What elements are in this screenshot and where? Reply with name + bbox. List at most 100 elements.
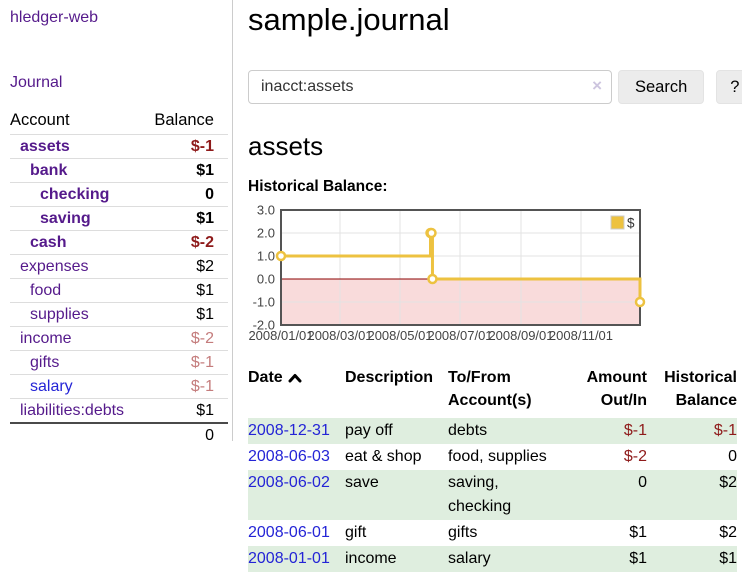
svg-text:-1.0: -1.0	[253, 295, 275, 310]
account-row: bank $1	[10, 158, 228, 183]
account-row: supplies $1	[10, 302, 228, 327]
account-link-food[interactable]: food	[30, 282, 62, 299]
register-cell-description: pay off	[345, 422, 393, 439]
account-link-gifts[interactable]: gifts	[30, 354, 60, 371]
accounts-header-balance: Balance	[154, 111, 214, 129]
journal-nav-link[interactable]: Journal	[10, 74, 63, 91]
chart-title: Historical Balance:	[248, 178, 388, 195]
account-row: expenses $2	[10, 254, 228, 279]
search-form: × Search ?	[248, 70, 742, 104]
account-balance: $-2	[138, 326, 228, 351]
transaction-date-link[interactable]: 2008-06-03	[248, 448, 330, 465]
journal-title: sample.journal	[248, 2, 450, 37]
register-header-row: Date Description To/From Account(s) Amou…	[248, 366, 737, 418]
register-cell-date: 2008-06-03	[248, 444, 345, 470]
accounts-header-row: Account Balance	[10, 108, 228, 135]
accounts-table: Account Balance assets $-1 bank $1 checking 0…	[10, 108, 228, 447]
register-header-description: Description	[345, 369, 434, 386]
svg-text:2008/03/01: 2008/03/01	[307, 328, 372, 343]
accounts-total-balance: 0	[138, 422, 228, 447]
svg-text:-2.0: -2.0	[253, 318, 275, 333]
register-cell-description: gift	[345, 524, 367, 541]
register-cell-balance: $2	[719, 474, 737, 491]
register-cell-accounts: food, supplies	[448, 448, 547, 465]
register-header-accounts: To/From Account(s)	[448, 369, 532, 409]
register-cell-amount: $-2	[623, 448, 647, 465]
account-link-income[interactable]: income	[20, 330, 72, 347]
register-cell-amount: $1	[629, 550, 647, 567]
svg-text:0.0: 0.0	[257, 272, 275, 287]
clear-search-icon[interactable]: ×	[592, 76, 602, 95]
register-cell-accounts: salary	[448, 550, 491, 567]
register-table: Date Description To/From Account(s) Amou…	[248, 366, 737, 572]
register-row: 2008-01-01 income salary $1 $1	[248, 546, 737, 572]
transaction-date-link[interactable]: 2008-01-01	[248, 550, 330, 567]
transaction-date-link[interactable]: 2008-06-01	[248, 524, 330, 541]
account-row: gifts $-1	[10, 350, 228, 375]
register-cell-date: 2008-01-01	[248, 546, 345, 572]
account-link-supplies[interactable]: supplies	[30, 306, 89, 323]
transaction-date-link[interactable]: 2008-06-02	[248, 474, 330, 491]
account-link-liabilities-debts[interactable]: liabilities:debts	[20, 402, 125, 419]
register-cell-date: 2008-12-31	[248, 418, 345, 444]
register-cell-accounts: gifts	[448, 524, 478, 541]
register-cell-accounts: saving, checking	[448, 474, 512, 515]
register-cell-balance: $1	[719, 550, 737, 567]
sidebar: hledger-web Journal Account Balance asse…	[0, 0, 233, 447]
journal-nav: Journal	[10, 74, 232, 92]
account-row: food $1	[10, 278, 228, 303]
account-link-bank[interactable]: bank	[30, 162, 68, 179]
account-title: assets	[248, 131, 324, 161]
account-balance: $-2	[138, 230, 228, 255]
register-header-amount: Amount Out/In	[586, 369, 647, 409]
register-cell-balance: $-1	[713, 422, 737, 439]
register-cell-amount: $1	[629, 524, 647, 541]
svg-text:2008/09/01: 2008/09/01	[488, 328, 553, 343]
account-row: saving $1	[10, 206, 228, 231]
account-link-checking[interactable]: checking	[40, 186, 110, 203]
account-row: salary $-1	[10, 374, 228, 399]
search-input[interactable]	[248, 70, 612, 104]
register-cell-description: income	[345, 550, 397, 567]
account-link-saving[interactable]: saving	[40, 210, 91, 227]
account-link-assets[interactable]: assets	[20, 138, 70, 155]
app-title-link[interactable]: hledger-web	[10, 9, 99, 26]
account-balance: $1	[138, 158, 228, 183]
register-cell-balance: 0	[728, 448, 737, 465]
register-cell-amount: 0	[638, 474, 647, 491]
sort-ascending-icon	[288, 374, 302, 383]
register-cell-date: 2008-06-01	[248, 520, 345, 546]
register-cell-balance: $2	[719, 524, 737, 541]
svg-text:$: $	[627, 216, 635, 231]
register-cell-accounts: debts	[448, 422, 488, 439]
svg-text:2008/11/01: 2008/11/01	[549, 328, 613, 343]
search-box: ×	[248, 70, 612, 104]
account-balance: $1	[138, 278, 228, 303]
register-cell-amount: $-1	[623, 422, 647, 439]
search-button[interactable]: Search	[618, 70, 705, 104]
transaction-date-link[interactable]: 2008-12-31	[248, 422, 330, 439]
account-link-salary[interactable]: salary	[30, 378, 73, 395]
help-button[interactable]: ?	[716, 70, 742, 104]
register-header-balance: Historical Balance	[664, 369, 737, 409]
register-cell-description: save	[345, 474, 379, 491]
account-row: liabilities:debts $1	[10, 398, 228, 423]
accounts-header-account: Account	[10, 111, 70, 129]
account-link-cash[interactable]: cash	[30, 234, 67, 251]
account-balance: $1	[138, 302, 228, 327]
account-link-expenses[interactable]: expenses	[20, 258, 89, 275]
app-title: hledger-web	[10, 9, 232, 27]
svg-text:2008/07/01: 2008/07/01	[427, 328, 492, 343]
register-cell-description: eat & shop	[345, 448, 422, 465]
account-balance: $-1	[138, 134, 228, 159]
account-row: cash $-2	[10, 230, 228, 255]
accounts-total-row: 0	[10, 422, 228, 447]
account-balance: $-1	[138, 374, 228, 399]
main-content: sample.journal × Search ? assets Histori…	[233, 0, 742, 572]
register-cell-date: 2008-06-02	[248, 470, 345, 520]
historical-balance-chart: 3.0 2.0 1.0 0.0 -1.0 -2.02008/01/012008/03/01…	[248, 203, 646, 343]
register-header-date[interactable]: Date	[248, 366, 345, 418]
svg-text:2008/01/01: 2008/01/01	[248, 328, 313, 343]
account-row: checking 0	[10, 182, 228, 207]
